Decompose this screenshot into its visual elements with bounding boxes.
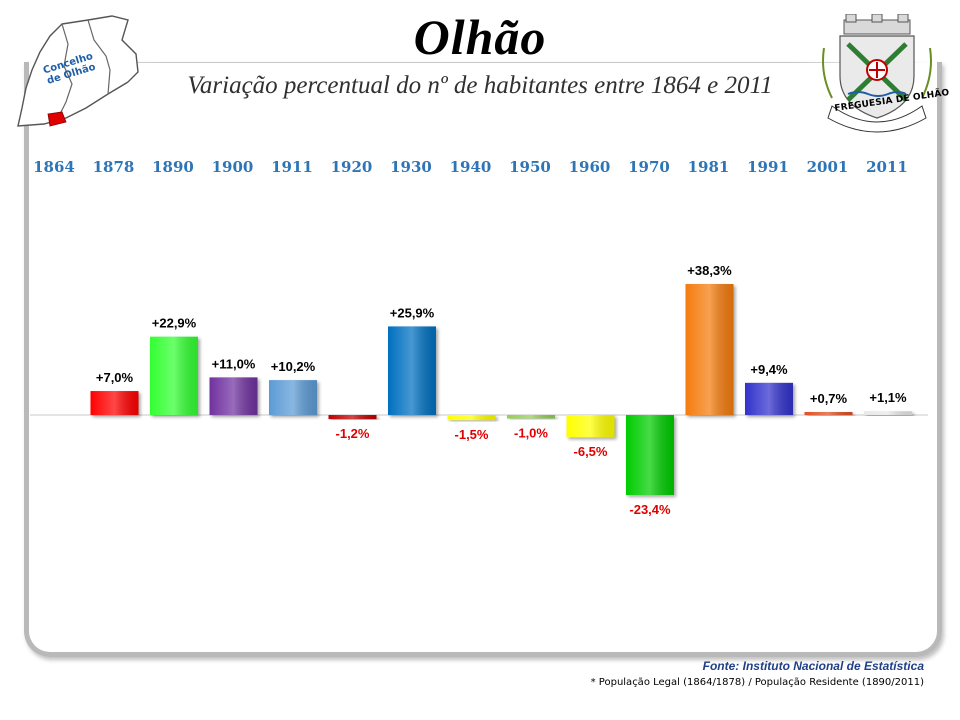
x-tick-label: 1981 xyxy=(687,158,730,176)
bar-group: +22,9% xyxy=(150,316,198,415)
page-subtitle: Variação percentual do nº de habitantes … xyxy=(187,72,773,99)
bar-shine xyxy=(864,411,912,415)
bar-shine xyxy=(507,415,555,419)
bar-value-label: +0,7% xyxy=(810,391,848,406)
bar-value-label: -1,0% xyxy=(514,425,548,440)
x-tick-label: 1900 xyxy=(211,158,254,176)
year-axis: 1864 1878 1890 1900 1911 1920 1930 1940 1950 1960… xyxy=(0,158,960,180)
x-tick-label: 1864 xyxy=(33,158,75,176)
bar-group: +38,3% xyxy=(685,263,734,415)
bar-value-label: +38,3% xyxy=(687,263,732,278)
bar-group: +9,4% xyxy=(745,362,793,415)
bar-group: +11,0% xyxy=(209,356,258,415)
x-tick-label: 1991 xyxy=(747,158,789,176)
bar-value-label: +10,2% xyxy=(271,359,316,374)
bar-shine xyxy=(90,391,139,415)
bar-group: -1,5% xyxy=(447,415,496,442)
footnote-text: * População Legal (1864/1878) / Populaçã… xyxy=(590,677,924,688)
coat-of-arms-icon xyxy=(822,14,932,133)
bar-value-label: +11,0% xyxy=(212,356,256,371)
bar-value-label: -1,2% xyxy=(336,426,370,441)
bar-shine xyxy=(269,380,317,415)
x-tick-label: 1930 xyxy=(390,158,432,176)
x-tick-label: 1950 xyxy=(509,158,551,176)
bar-group: +0,7% xyxy=(804,391,853,415)
x-tick-label: 1970 xyxy=(628,158,670,176)
bar-group: -1,0% xyxy=(507,415,555,440)
bar-value-label: +1,1% xyxy=(869,390,907,405)
x-tick-label: 1940 xyxy=(449,158,492,176)
x-tick-label: 2001 xyxy=(806,158,849,176)
bar-shine xyxy=(626,415,674,496)
municipality-map-icon xyxy=(17,15,139,127)
bar-shine xyxy=(685,284,734,415)
bar-group: +1,1% xyxy=(864,390,912,415)
bar-group: +7,0% xyxy=(90,370,139,415)
bar-group: -1,2% xyxy=(328,415,377,441)
bar-value-label: -6,5% xyxy=(574,444,608,459)
x-tick-label: 1960 xyxy=(568,158,611,176)
bar-value-label: +7,0% xyxy=(96,370,134,385)
bar-shine xyxy=(209,377,258,415)
x-tick-label: 1878 xyxy=(92,158,135,176)
bar-shine xyxy=(388,326,436,415)
source-text: Fonte: Instituto Nacional de Estatística xyxy=(702,659,924,673)
bar-shine xyxy=(745,382,793,415)
page-title: Olhão xyxy=(413,9,547,65)
bar-value-label: -1,5% xyxy=(455,427,489,442)
x-tick-label: 2011 xyxy=(866,158,908,176)
bar-group: +10,2% xyxy=(269,359,317,415)
bar-value-label: +22,9% xyxy=(152,316,197,331)
bar-group: -6,5% xyxy=(566,415,615,459)
bar-group: +25,9% xyxy=(388,305,436,415)
bar-shine xyxy=(447,415,496,421)
x-tick-label: 1911 xyxy=(271,158,313,176)
bar-value-label: -23,4% xyxy=(629,502,671,517)
bar-shine xyxy=(328,415,377,420)
x-tick-label: 1920 xyxy=(330,158,373,176)
chart-frame xyxy=(24,62,942,657)
bar-shine xyxy=(566,415,615,438)
bar-shine xyxy=(804,412,853,415)
bar-shine xyxy=(150,336,198,415)
x-tick-label: 1890 xyxy=(152,158,194,176)
bar-value-label: +25,9% xyxy=(390,305,435,320)
bar-value-label: +9,4% xyxy=(750,362,788,377)
bar-group: -23,4% xyxy=(626,415,674,517)
frame-top-line xyxy=(24,62,932,63)
